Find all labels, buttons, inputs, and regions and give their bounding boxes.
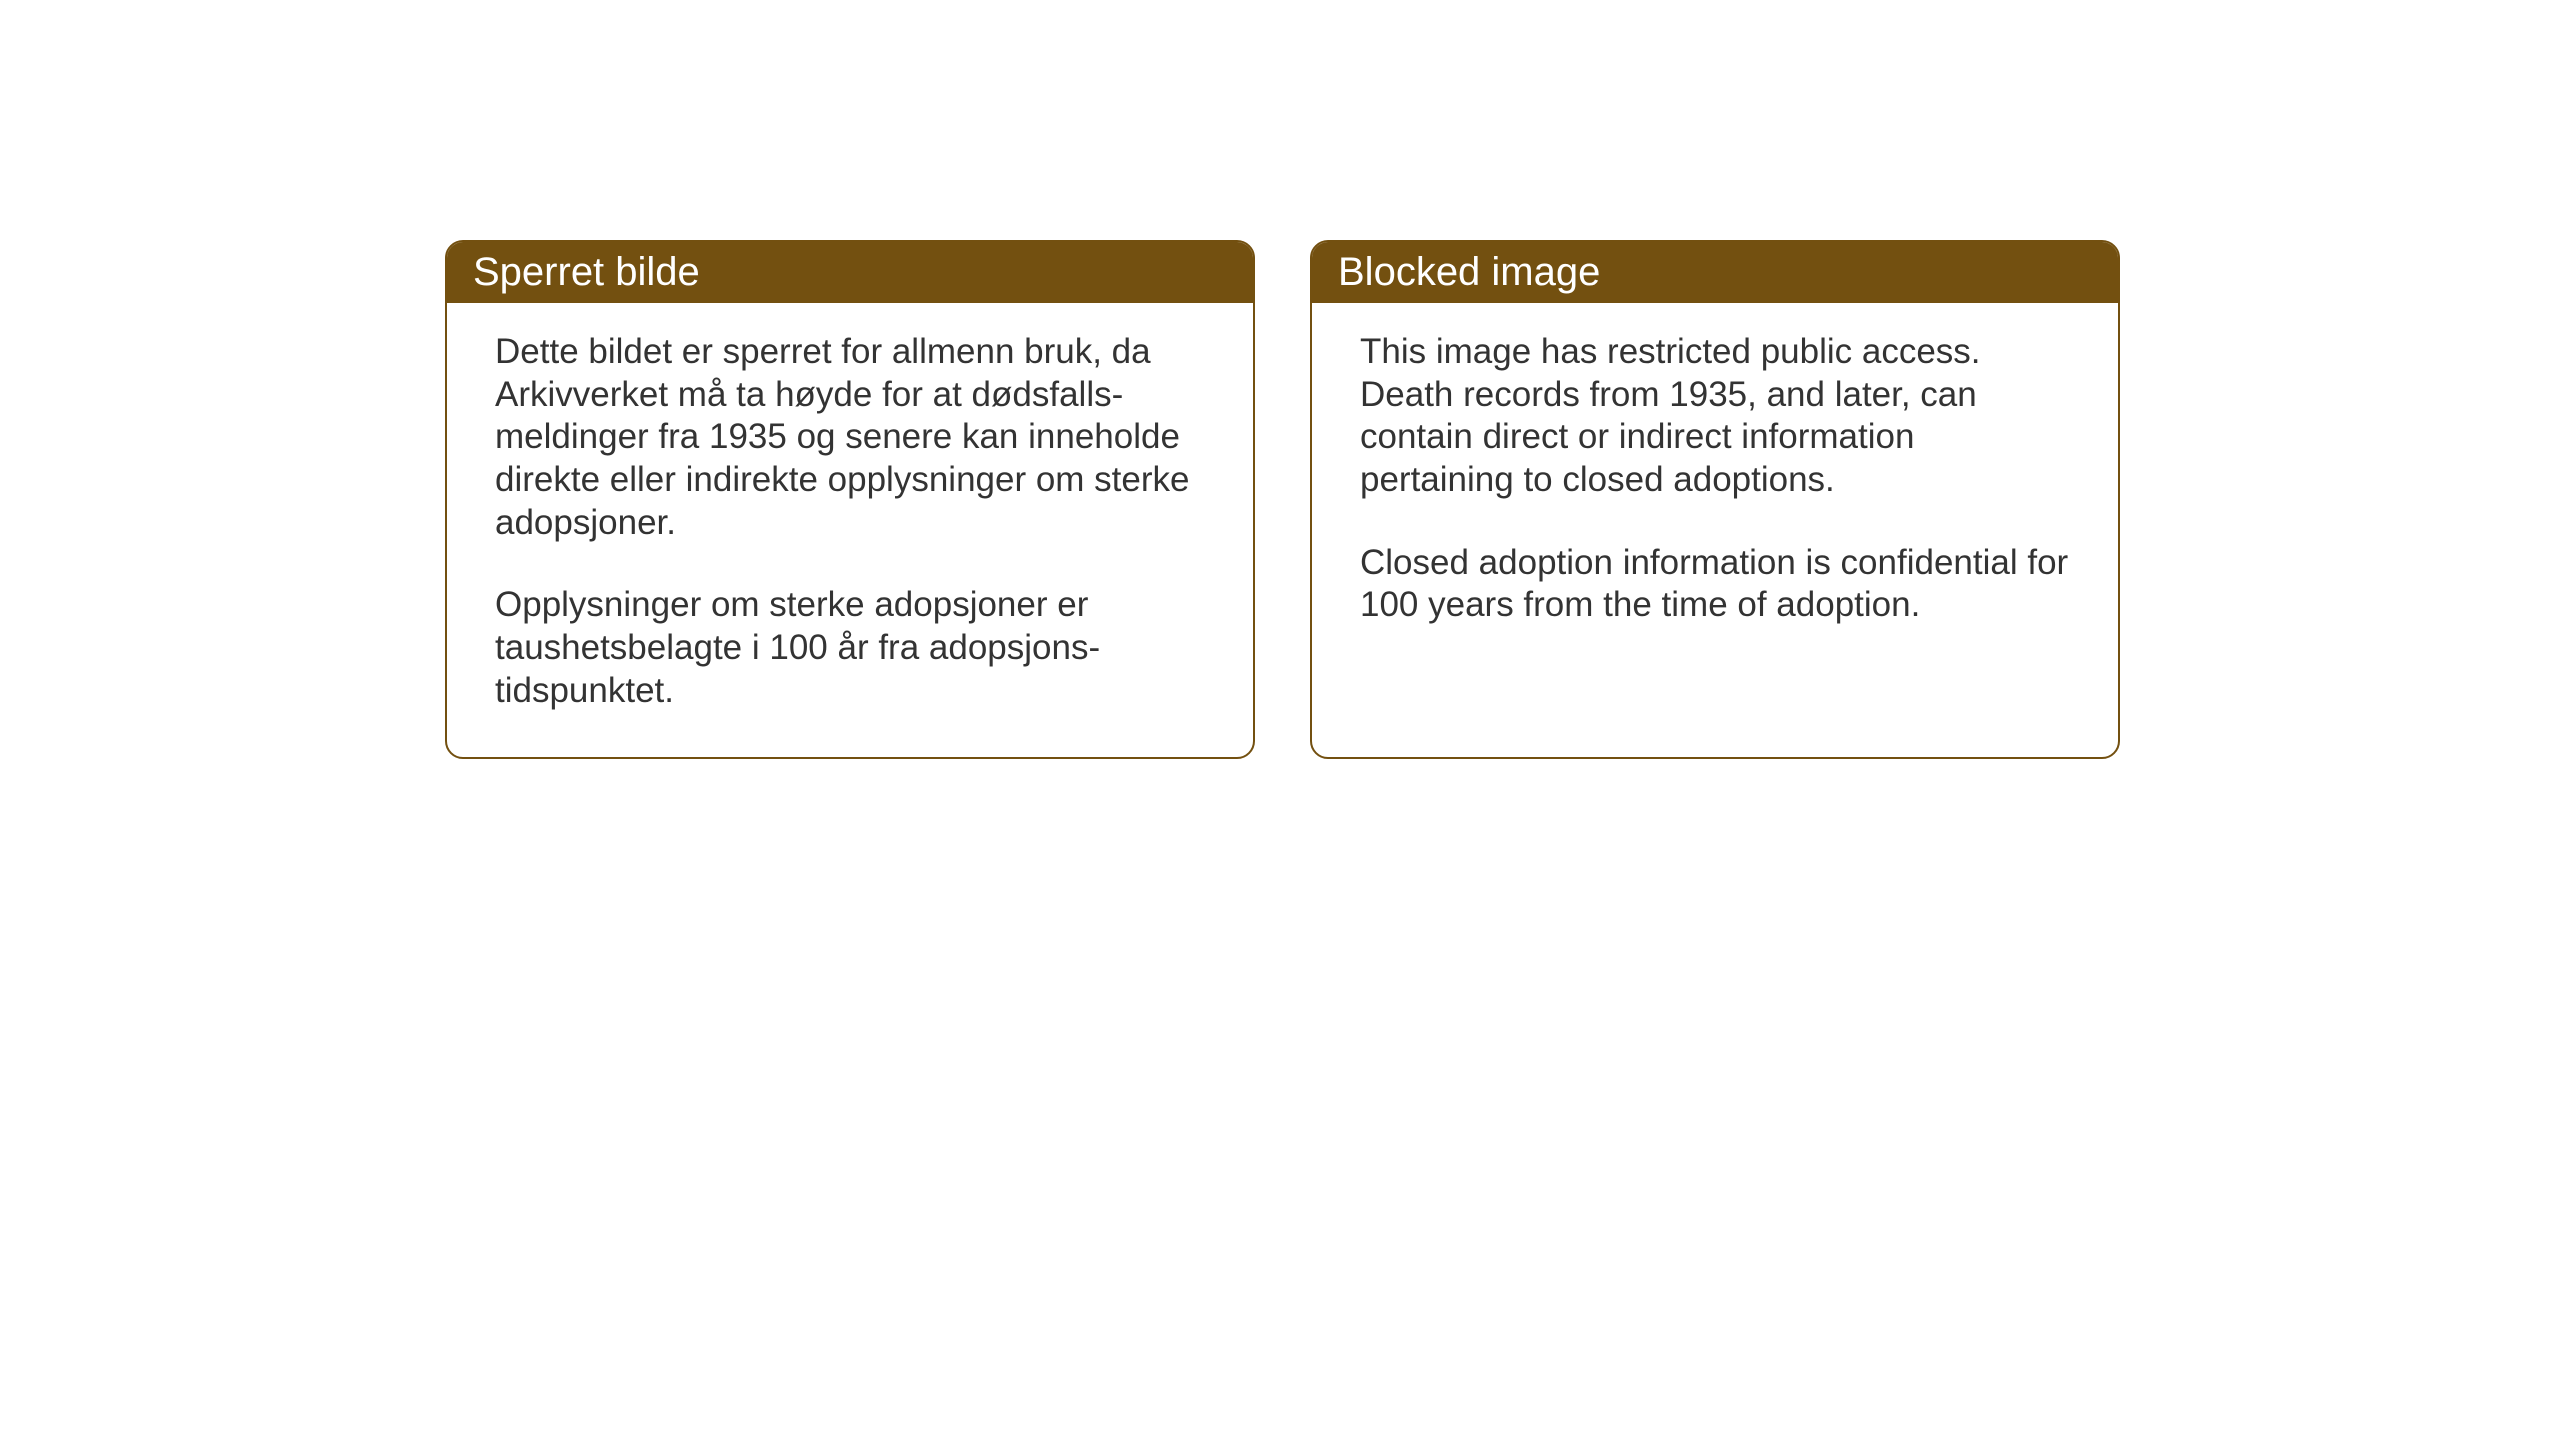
english-card-body: This image has restricted public access.… xyxy=(1312,303,2118,671)
english-notice-card: Blocked image This image has restricted … xyxy=(1310,240,2120,759)
norwegian-paragraph-1: Dette bildet er sperret for allmenn bruk… xyxy=(495,331,1205,544)
english-paragraph-1: This image has restricted public access.… xyxy=(1360,331,2070,502)
english-card-title: Blocked image xyxy=(1312,242,2118,303)
norwegian-card-body: Dette bildet er sperret for allmenn bruk… xyxy=(447,303,1253,757)
norwegian-paragraph-2: Opplysninger om sterke adopsjoner er tau… xyxy=(495,584,1205,712)
notice-container: Sperret bilde Dette bildet er sperret fo… xyxy=(445,240,2120,759)
norwegian-notice-card: Sperret bilde Dette bildet er sperret fo… xyxy=(445,240,1255,759)
english-paragraph-2: Closed adoption information is confident… xyxy=(1360,542,2070,627)
norwegian-card-title: Sperret bilde xyxy=(447,242,1253,303)
